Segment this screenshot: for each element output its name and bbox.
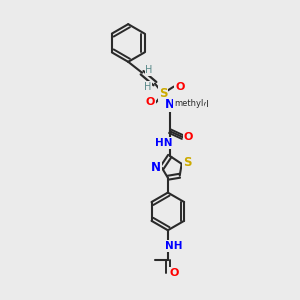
Text: HN: HN — [155, 138, 172, 148]
Text: O: O — [184, 132, 193, 142]
Text: H: H — [145, 65, 153, 75]
Text: O: O — [169, 268, 178, 278]
Text: S: S — [159, 87, 167, 100]
Text: N: N — [165, 98, 175, 111]
Text: methyl: methyl — [177, 100, 208, 109]
Text: methyl: methyl — [174, 99, 203, 108]
Text: H: H — [144, 82, 152, 92]
Text: N: N — [151, 161, 161, 174]
Text: O: O — [175, 82, 184, 92]
Text: O: O — [145, 98, 155, 107]
Text: S: S — [183, 156, 192, 170]
Text: NH: NH — [165, 241, 182, 251]
